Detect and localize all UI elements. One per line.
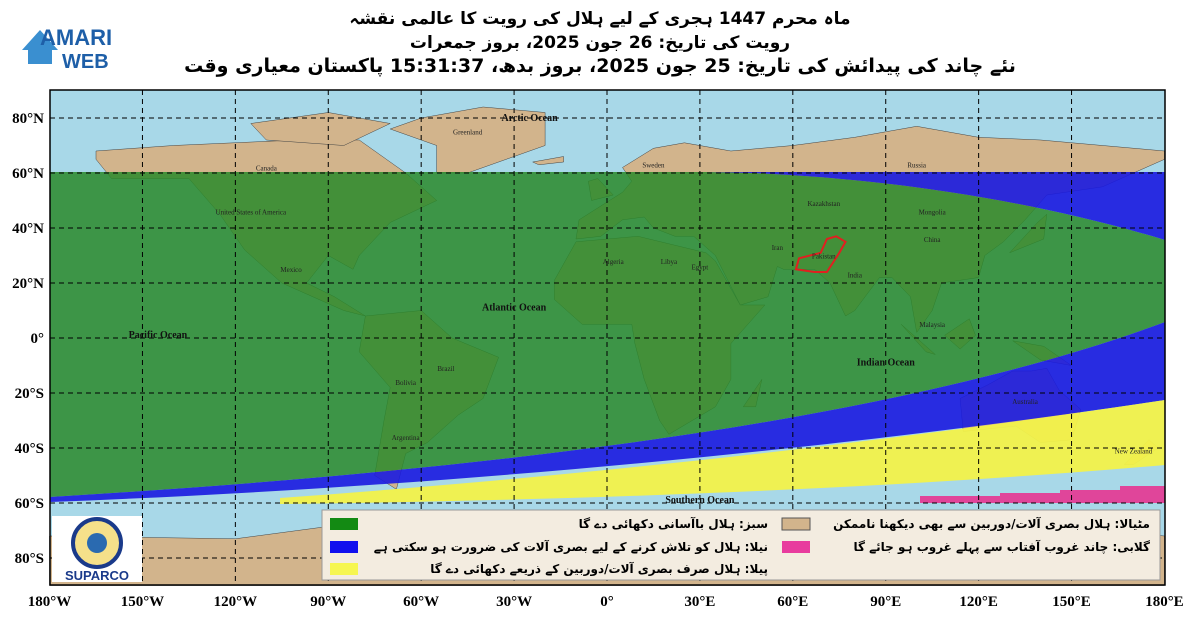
landmass bbox=[531, 156, 564, 166]
place-label: Russia bbox=[907, 162, 927, 170]
place-label: Mongolia bbox=[919, 208, 947, 216]
place-label: Kazakhstan bbox=[807, 200, 840, 208]
ocean-label: Indian Ocean bbox=[857, 358, 916, 369]
place-label: New Zealand bbox=[1115, 448, 1153, 456]
pink-zone bbox=[920, 486, 1165, 503]
legend-box bbox=[321, 509, 1161, 581]
lon-label: 120°E bbox=[959, 594, 998, 610]
legend-item: مٹیالا: ہلال بصری آلات/دوربین سے بھی دیک… bbox=[833, 516, 1150, 532]
legend-item: سبز: ہلال باآسانی دکھائی دے گا bbox=[579, 516, 768, 531]
logo-text: SUPARCO bbox=[65, 568, 129, 583]
legend-item: پیلا: ہلال صرف بصری آلات/دوربین کے ذریعے… bbox=[430, 561, 768, 577]
lat-label: 80°S bbox=[15, 551, 44, 567]
place-label: China bbox=[924, 236, 942, 244]
hamariweb-logo: AMARI WEB bbox=[22, 25, 112, 73]
yellow-zone bbox=[280, 400, 1165, 504]
title-line: ماہ محرم 1447 ہجری کے لیے ہلال کی رویت ک… bbox=[349, 9, 850, 29]
lon-label: 60°E bbox=[777, 594, 808, 610]
lat-label: 40°N bbox=[12, 221, 44, 237]
legend-item: نیلا: ہلال کو تلاش کرنے کے لیے بصری آلات… bbox=[374, 539, 768, 555]
legend-item: گلابی: چاند غروب آفتاب سے پہلے غروب ہو ج… bbox=[853, 539, 1150, 555]
lat-label: 60°S bbox=[15, 496, 44, 512]
lat-label: 80°N bbox=[12, 111, 44, 127]
place-label: Mexico bbox=[280, 266, 302, 274]
place-label: Greenland bbox=[453, 129, 483, 137]
legend-swatch-pink bbox=[782, 541, 810, 553]
lon-label: 30°E bbox=[684, 594, 715, 610]
place-label: Argentina bbox=[392, 434, 421, 442]
suparco-logo: SUPARCO bbox=[52, 516, 142, 583]
place-label: Egypt bbox=[692, 263, 709, 271]
lon-label: 180°E bbox=[1145, 594, 1184, 610]
place-label: Brazil bbox=[437, 365, 454, 373]
logo-globe bbox=[87, 533, 107, 553]
lat-label: 40°S bbox=[15, 441, 44, 457]
ocean-label: Atlantic Ocean bbox=[482, 303, 547, 314]
legend: سبز: ہلال باآسانی دکھائی دے گا نیلا: ہلال… bbox=[321, 509, 1161, 581]
ocean-label: Arctic Ocean bbox=[501, 113, 558, 124]
lon-label: 30°W bbox=[496, 594, 532, 610]
lon-label: 150°E bbox=[1052, 594, 1091, 610]
place-label: Pakistan bbox=[812, 252, 836, 260]
place-label: Sweden bbox=[642, 162, 665, 170]
blue-zone-south bbox=[50, 322, 1165, 502]
lon-label: 120°W bbox=[214, 594, 258, 610]
place-label: Canada bbox=[256, 164, 278, 172]
blue-zone-north bbox=[700, 172, 1165, 240]
place-label: Australia bbox=[1012, 398, 1039, 406]
lat-label: 60°N bbox=[12, 166, 44, 182]
place-label: Iran bbox=[772, 244, 784, 252]
place-label: Malaysia bbox=[919, 321, 946, 329]
lon-label: 150°W bbox=[121, 594, 165, 610]
lat-label: 20°N bbox=[12, 276, 44, 292]
place-label: Algeria bbox=[603, 258, 625, 266]
title-line: رویت کی تاریخ: 26 جون 2025، بروز جمعرات bbox=[410, 33, 790, 53]
title-line: نئے چاند کی پیدائش کی تاریخ: 25 جون 2025… bbox=[184, 55, 1016, 77]
logo-text: AMARI bbox=[40, 25, 112, 50]
map-frame bbox=[49, 89, 1166, 586]
place-label: United States of America bbox=[216, 208, 287, 216]
ocean-label: Southern Ocean bbox=[665, 495, 735, 506]
lon-label: 90°W bbox=[310, 594, 346, 610]
place-label: India bbox=[848, 272, 863, 280]
lon-label: 180°W bbox=[28, 594, 72, 610]
legend-swatch-blue bbox=[330, 541, 358, 553]
lat-label: 20°S bbox=[15, 386, 44, 402]
ocean-label: Pacific Ocean bbox=[129, 330, 188, 341]
lon-label: 90°E bbox=[870, 594, 901, 610]
legend-swatch-tan bbox=[781, 517, 811, 531]
logo-text: WEB bbox=[62, 51, 109, 73]
lon-label: 60°W bbox=[403, 594, 439, 610]
legend-swatch-green bbox=[330, 518, 358, 530]
legend-swatch-yellow bbox=[330, 563, 358, 575]
place-label: Libya bbox=[661, 258, 678, 266]
lon-label: 0° bbox=[600, 594, 614, 610]
place-label: Bolivia bbox=[395, 379, 417, 387]
lat-label: 0° bbox=[31, 331, 45, 347]
pakistan-outline bbox=[794, 235, 847, 273]
logo-house bbox=[22, 30, 58, 64]
